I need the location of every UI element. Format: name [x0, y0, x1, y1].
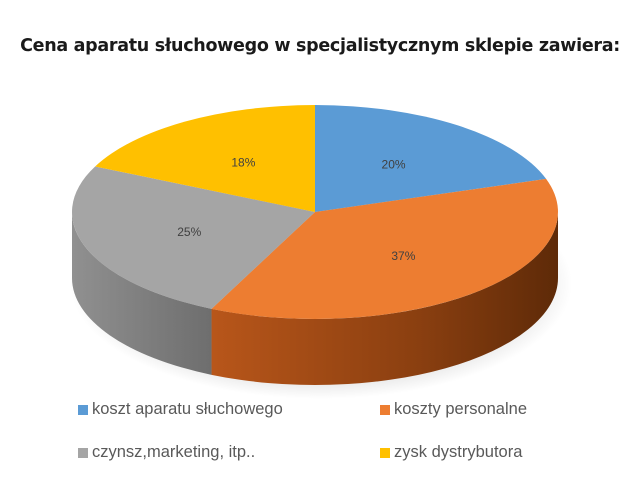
pie-side — [72, 212, 212, 375]
pie-side — [211, 212, 558, 385]
slice-percent-label: 25% — [177, 225, 201, 239]
legend-item-koszt-aparatu: koszt aparatu słuchowego — [78, 400, 283, 419]
legend-item-zysk-dystrybutora: zysk dystrybutora — [380, 443, 522, 462]
pie-labels: 20% 37% 25% 18% — [177, 155, 415, 263]
slice-percent-label: 18% — [231, 155, 255, 169]
legend-swatch-orange — [380, 404, 390, 415]
legend-label: koszt aparatu słuchowego — [92, 400, 283, 418]
legend-swatch-yellow — [380, 447, 390, 458]
legend-item-czynsz-marketing: czynsz,marketing, itp.. — [78, 443, 255, 462]
pie-slice — [211, 178, 558, 319]
pie-slice — [95, 105, 315, 212]
legend-label: koszty personalne — [394, 400, 527, 418]
chart-title: Cena aparatu słuchowego w specjalistyczn… — [20, 36, 620, 56]
pie-slices — [70, 105, 572, 399]
legend-label: czynsz,marketing, itp.. — [92, 443, 256, 461]
legend-swatch-gray — [78, 447, 88, 458]
slice-percent-label: 20% — [382, 157, 406, 171]
legend-swatch-blue — [78, 404, 88, 415]
legend-label: zysk dystrybutora — [394, 443, 523, 461]
slice-percent-label: 37% — [391, 249, 415, 263]
pie-chart: 20% 37% 25% 18% — [70, 105, 572, 399]
pie-slice — [71, 166, 315, 309]
pie-slice — [315, 105, 547, 212]
legend-item-koszty-personalne: koszty personalne — [380, 400, 527, 419]
